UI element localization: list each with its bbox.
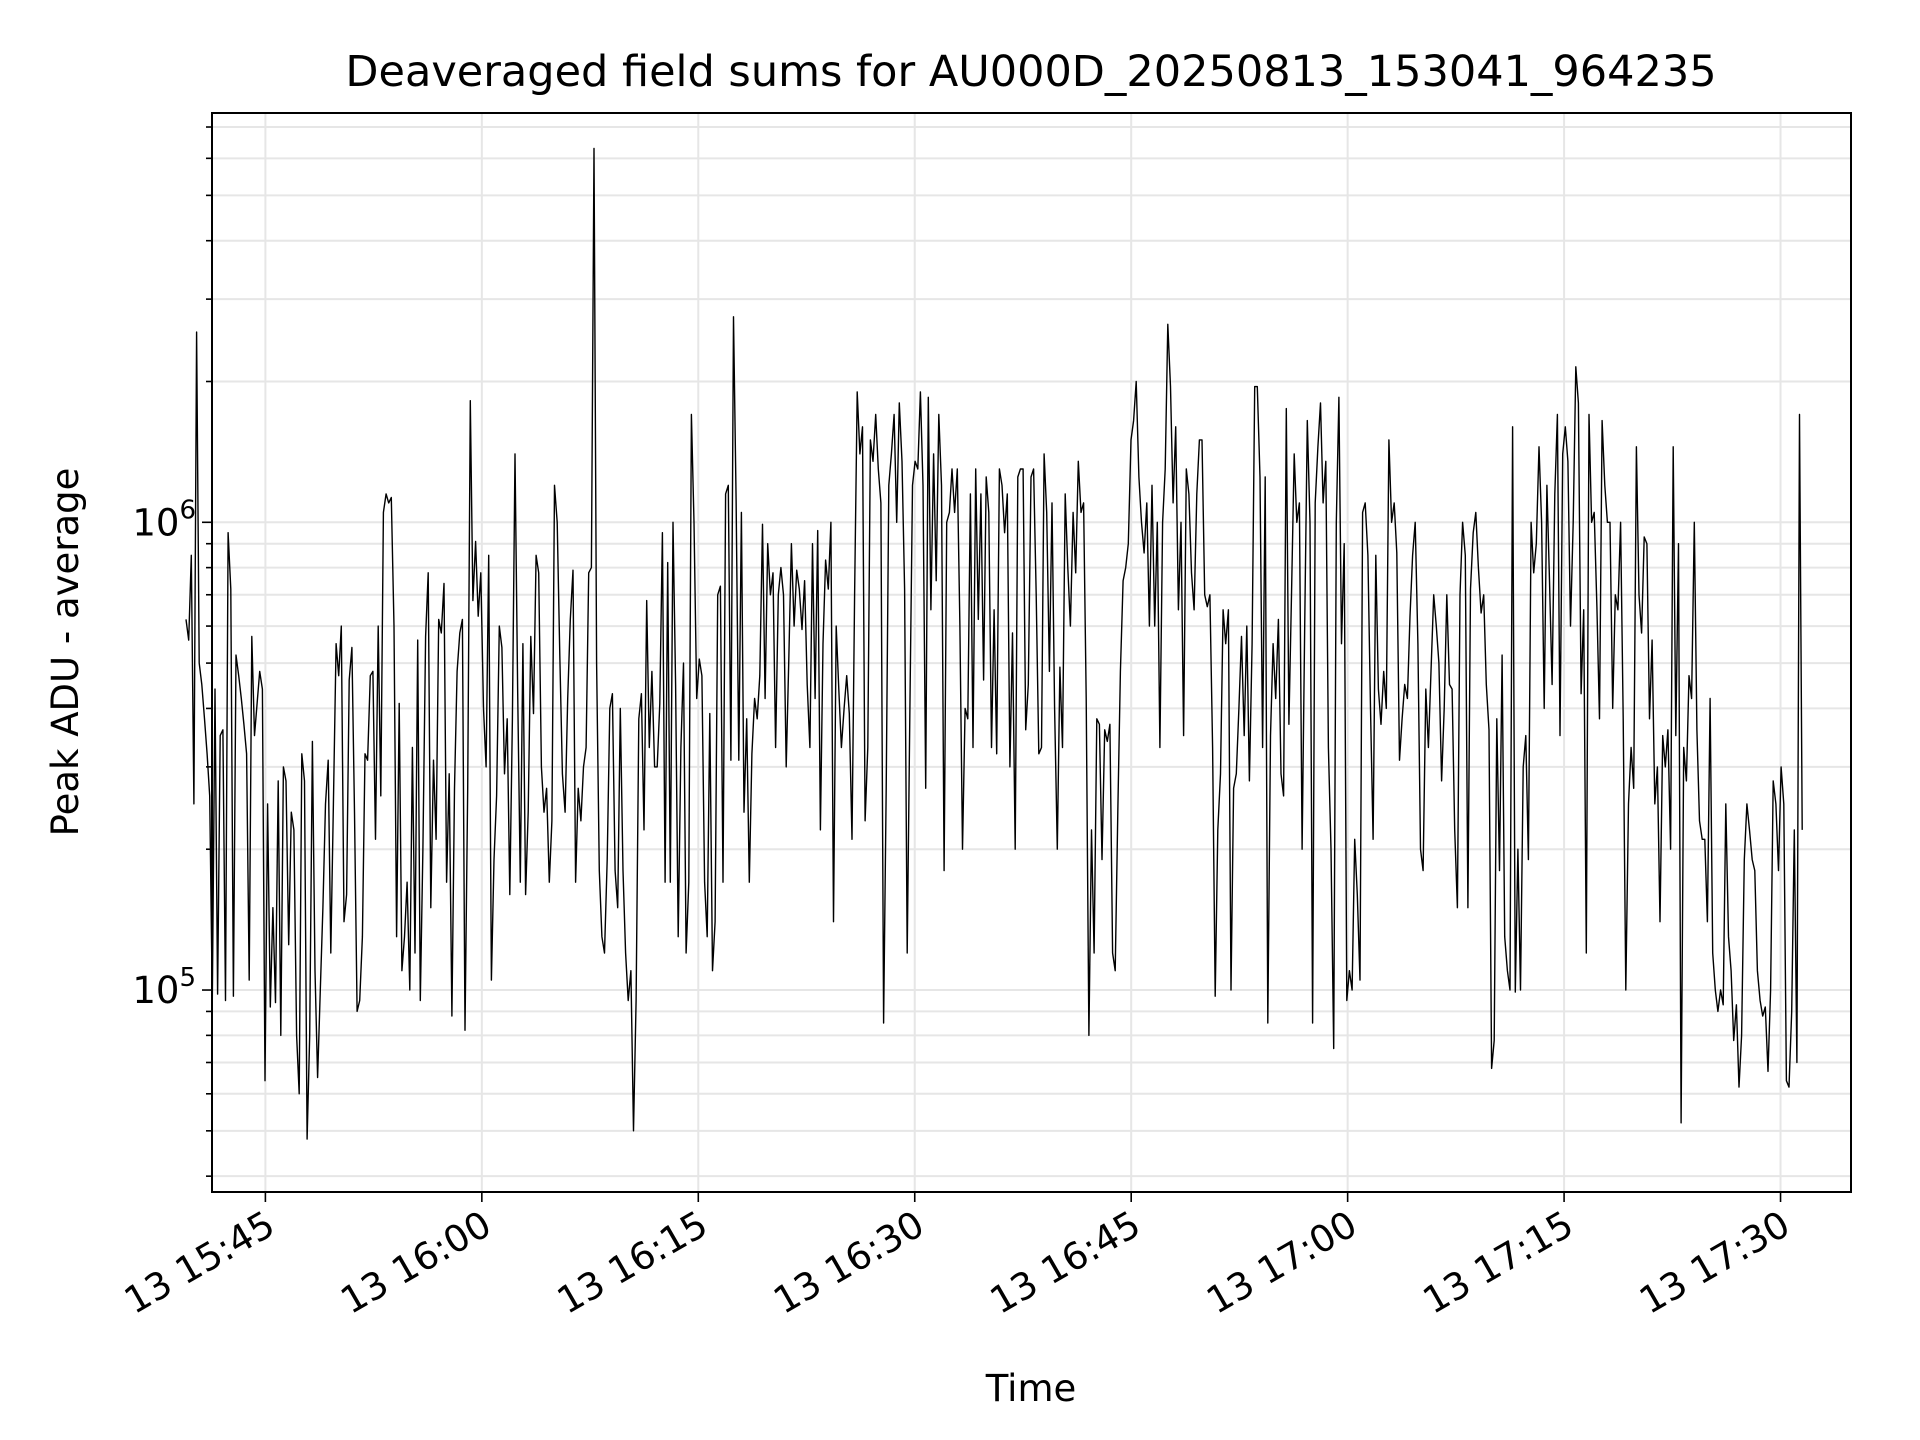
x-tick-label: 13 17:15 xyxy=(1416,1203,1581,1323)
y-axis-label: Peak ADU - average xyxy=(44,468,87,837)
x-axis-label: Time xyxy=(985,1367,1077,1410)
chart-title: Deaveraged field sums for AU000D_2025081… xyxy=(345,47,1716,97)
y-tick-label: 105 xyxy=(132,963,196,1012)
x-tick-label: 13 17:00 xyxy=(1199,1203,1364,1323)
x-tick-label: 13 16:15 xyxy=(550,1203,715,1323)
y-tick-label: 106 xyxy=(132,495,196,544)
x-tick-label: 13 16:00 xyxy=(334,1203,499,1323)
x-tick-label: 13 17:30 xyxy=(1632,1203,1797,1323)
x-tick-label: 13 16:30 xyxy=(766,1203,931,1323)
series-line xyxy=(185,147,1803,1140)
x-tick-label: 13 16:45 xyxy=(983,1203,1148,1323)
x-axis-ticks: 13 15:45 13 16:00 13 16:15 13 16:30 13 16:45… xyxy=(117,1192,1797,1323)
plot-frame xyxy=(211,112,1852,1193)
y-axis-ticks: 105 106 xyxy=(132,126,212,1177)
x-tick-label: 13 15:45 xyxy=(117,1203,282,1323)
